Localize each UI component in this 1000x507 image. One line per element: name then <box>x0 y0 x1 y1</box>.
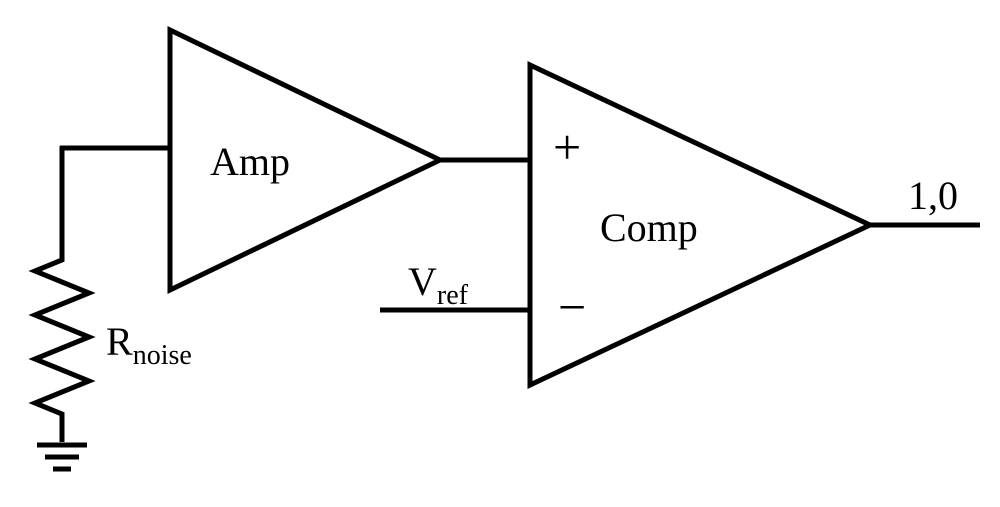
comparator-label: Comp <box>600 204 698 251</box>
resistor-symbol <box>35 245 89 442</box>
amplifier-label: Amp <box>210 138 290 185</box>
resistor-label: Rnoise <box>106 318 192 372</box>
resistor-label-main: R <box>106 319 133 364</box>
output-label: 1,0 <box>908 172 958 219</box>
circuit-diagram <box>0 0 1000 507</box>
comparator-triangle <box>530 65 870 385</box>
vref-label-sub: ref <box>437 280 468 311</box>
vref-label: Vref <box>408 258 468 312</box>
comparator-plus: + <box>553 118 581 176</box>
vref-label-main: V <box>408 259 437 304</box>
comparator-minus: − <box>558 278 586 336</box>
resistor-label-sub: noise <box>133 340 192 371</box>
